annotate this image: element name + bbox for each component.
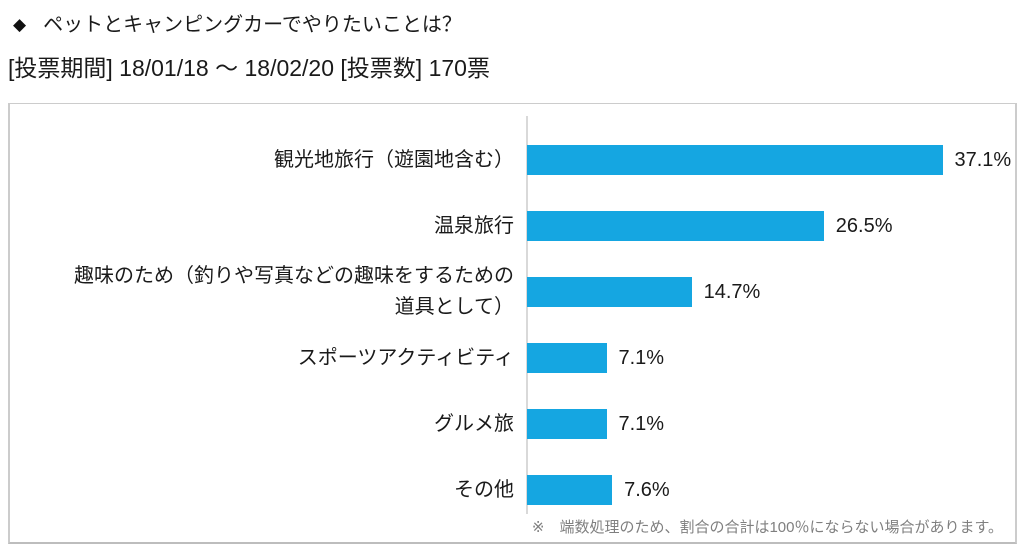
bar-track: 26.5% [527,193,1015,259]
value-label: 7.1% [618,412,665,435]
bar [527,409,607,439]
category-label: グルメ旅 [434,412,514,435]
bar-row: グルメ旅 7.1% [10,391,1015,457]
bar-row: 観光地旅行（遊園地含む） 37.1% [10,127,1015,193]
value-label: 26.5% [835,214,893,237]
bar [527,475,613,505]
rounding-footnote: ※ 端数処理のため、割合の合計は100％にならない場合があります。 [531,519,1003,536]
bar-row: その他 7.6% [10,457,1015,523]
chart-panel: 観光地旅行（遊園地含む） 37.1% 温泉旅行 26.5% 趣味のため（釣りや写真などの… [8,103,1017,544]
bar-row: 温泉旅行 26.5% [10,193,1015,259]
bar-track: 7.1% [527,391,1015,457]
bar [527,145,943,175]
category-label: その他 [454,478,514,501]
category-label: 趣味のため（釣りや写真などの趣味をするための 道具として） [74,265,514,318]
value-label: 7.6% [624,478,670,501]
value-label: 14.7% [703,280,761,303]
category-label: スポーツアクティビティ [297,346,514,369]
bar-track: 37.1% [527,127,1015,193]
bar-row: 趣味のため（釣りや写真などの趣味をするための 道具として） 14.7% [10,259,1015,325]
title-text: ペットとキャンピングカーでやりたいことは？ [43,14,462,36]
value-label: 7.1% [618,346,665,369]
category-label: 温泉旅行 [434,214,514,237]
bar [527,343,607,373]
bar-track: 7.1% [527,325,1015,391]
bar-track: 7.6% [527,457,1015,523]
bar-track: 14.7% [527,259,1015,325]
diamond-bullet-icon: ◆ [13,15,27,34]
poll-period-subtitle: [投票期間] 18/01/18 ～ 18/02/20 [投票数] 170票 [8,55,490,81]
y-axis-line [526,116,528,514]
bar-row: スポーツアクティビティ 7.1% [10,325,1015,391]
value-label: 37.1% [954,148,1012,171]
category-label: 観光地旅行（遊園地含む） [274,148,514,171]
bar [527,277,692,307]
page-title: ◆ ペットとキャンピングカーでやりたいことは？ [13,13,462,37]
bar-rows: 観光地旅行（遊園地含む） 37.1% 温泉旅行 26.5% 趣味のため（釣りや写真などの… [10,127,1015,523]
bar [527,211,824,241]
